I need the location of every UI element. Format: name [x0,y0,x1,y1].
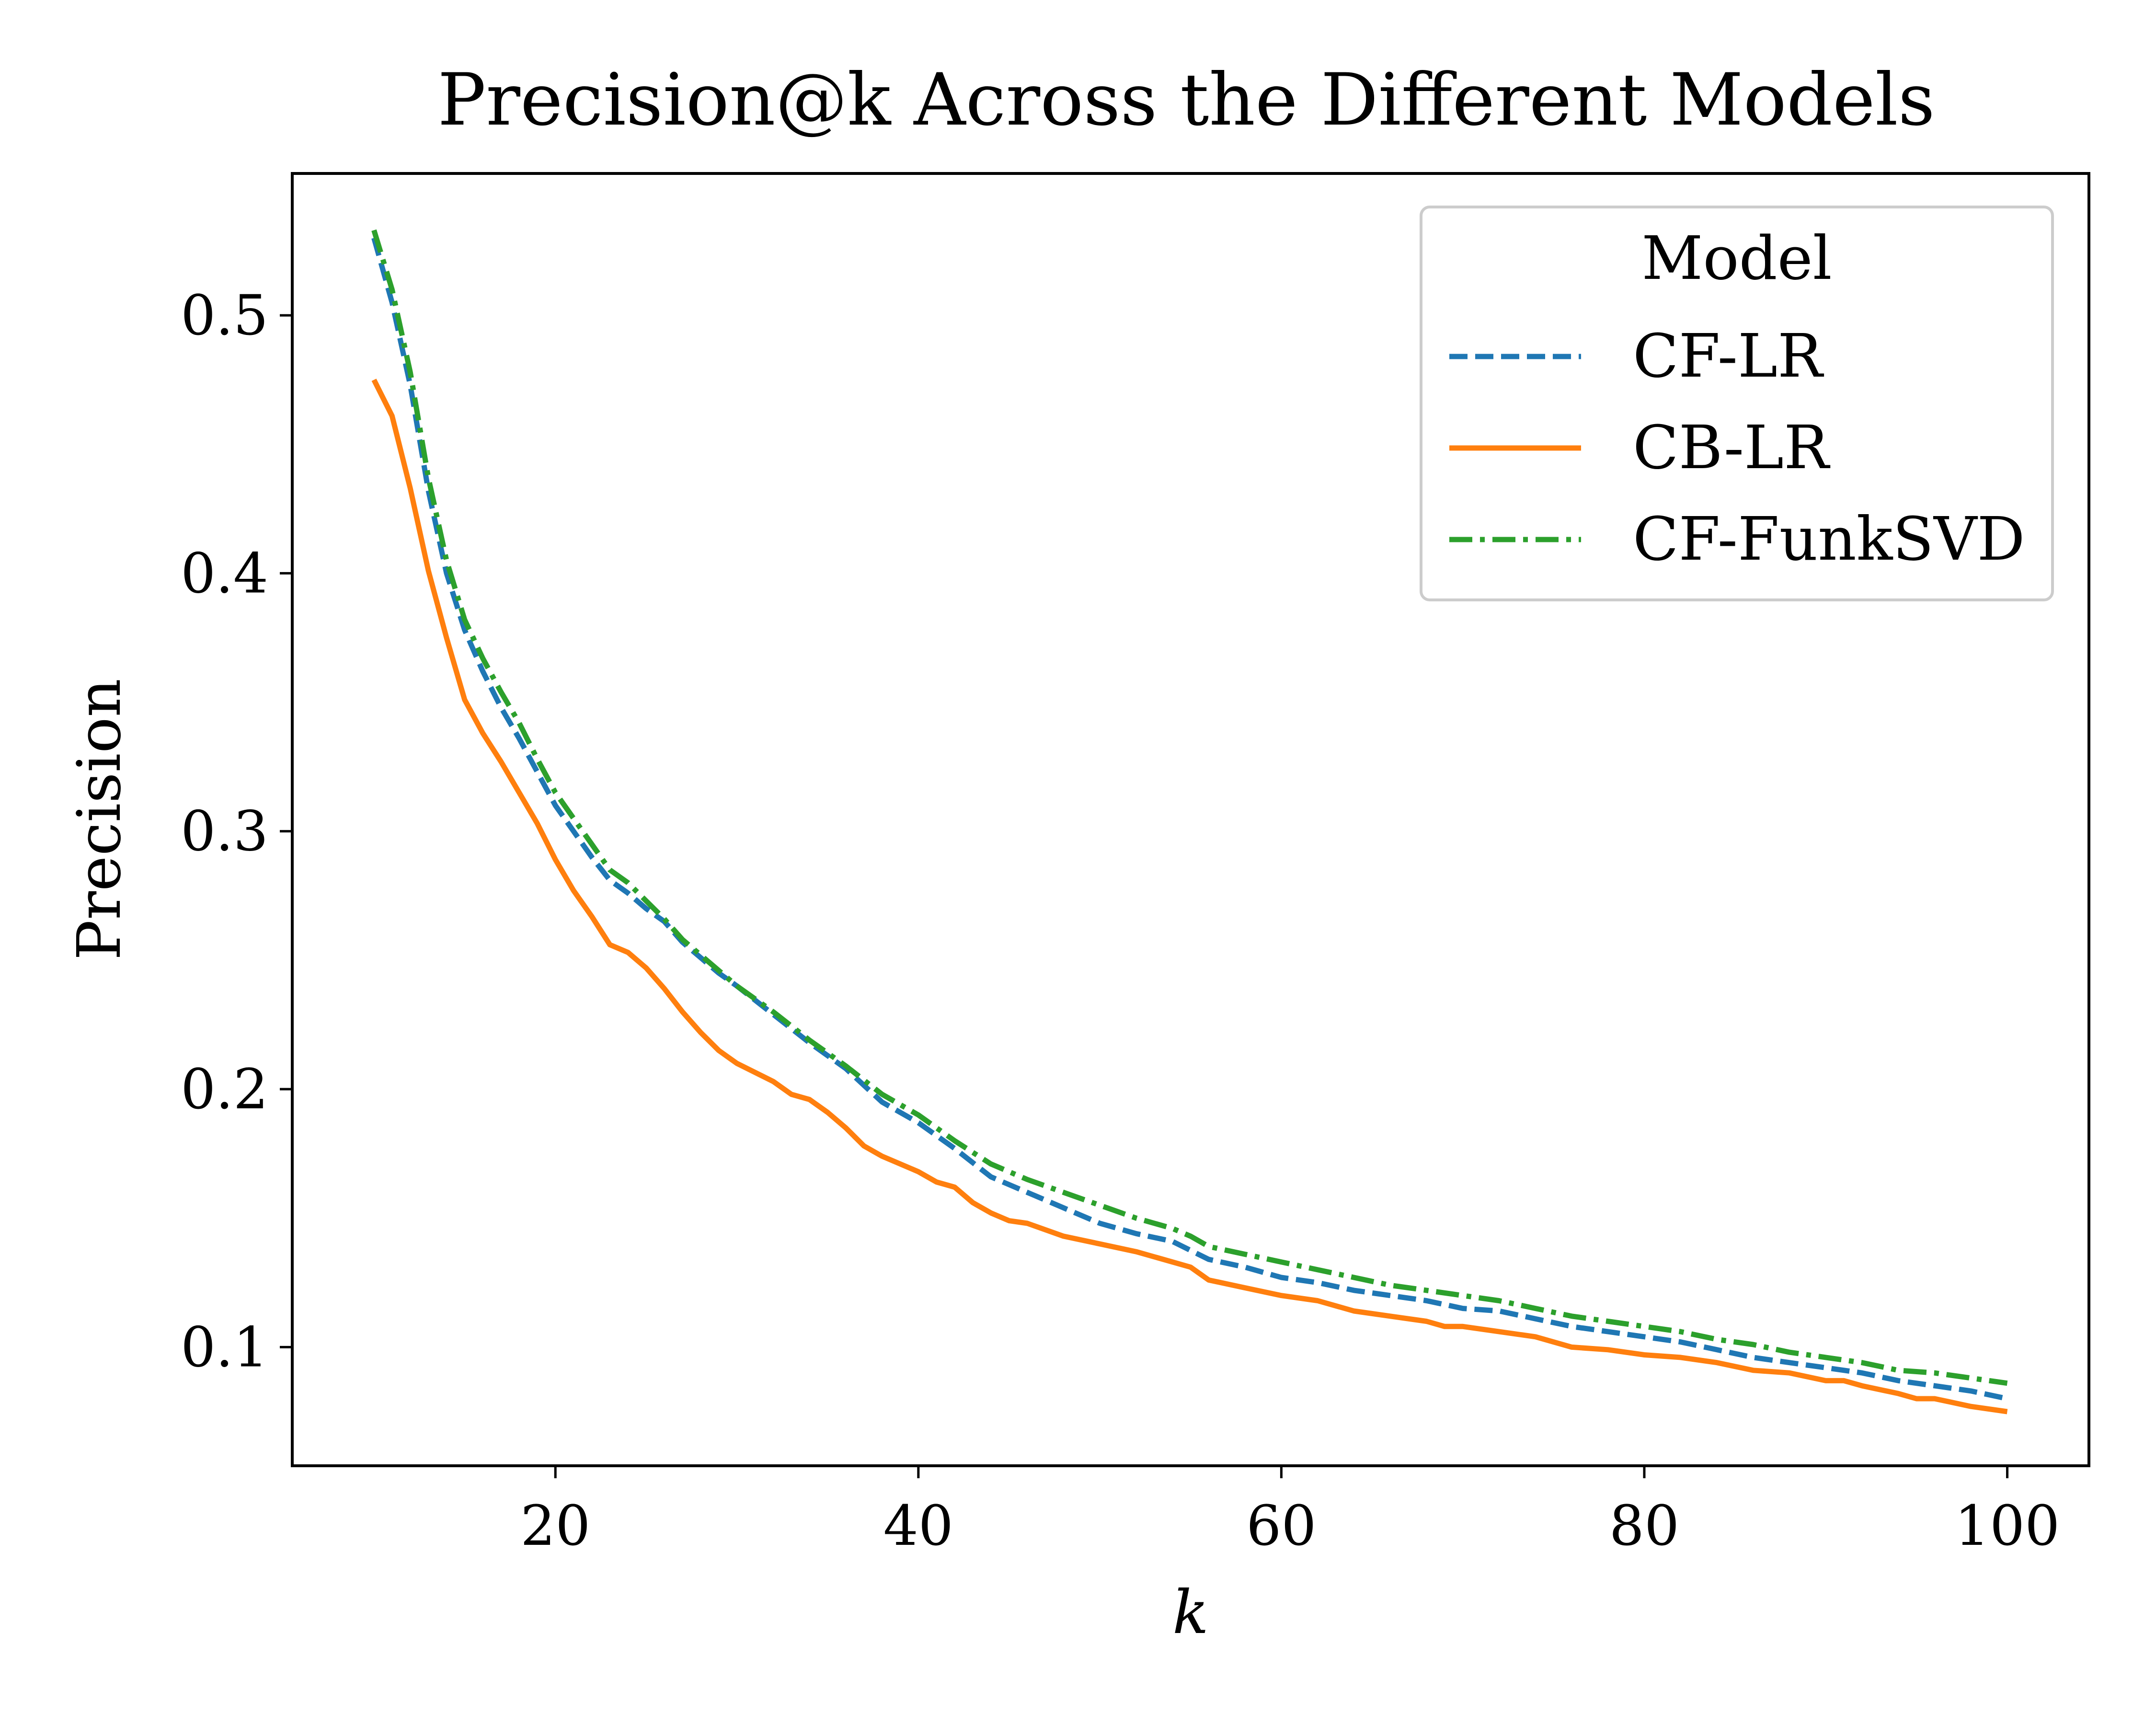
legend-label-cf-lr: CF-LR [1633,322,1824,391]
y-tick-label: 0.1 [181,1315,268,1380]
x-tick-label: 60 [1246,1494,1316,1558]
x-tick-label: 40 [883,1494,953,1558]
legend-box [1420,206,2054,601]
axis-ticks: 20 40 60 80 100 0.1 0.2 0.3 0.4 0.5 [181,284,2060,1558]
y-tick-label: 0.4 [181,541,268,606]
series-line-cf-lr [371,237,2008,1402]
plot-frame [291,172,2090,1467]
x-tick-label: 80 [1609,1494,1679,1558]
x-axis-label: k [1172,1578,1209,1647]
y-tick-label: 0.5 [181,284,268,348]
chart-title: Precision@k Across the Different Models [437,58,1935,142]
y-tick-label: 0.2 [181,1058,268,1122]
y-tick-label: 0.3 [181,800,268,864]
legend: Model CF-LR CB-LR CF-FunkSVD [1420,206,2054,601]
legend-label-cf-funksvd: CF-FunkSVD [1633,505,2025,574]
series-line-cf-funksvd [371,229,2008,1386]
x-tick-label: 100 [1955,1494,2060,1558]
series-line-cb-lr [371,379,2008,1414]
plot-area [371,229,2008,1414]
legend-title: Model [1641,224,1832,293]
y-axis-label: Precision [65,678,134,960]
legend-label-cb-lr: CB-LR [1633,413,1831,483]
x-tick-label: 20 [520,1494,590,1558]
